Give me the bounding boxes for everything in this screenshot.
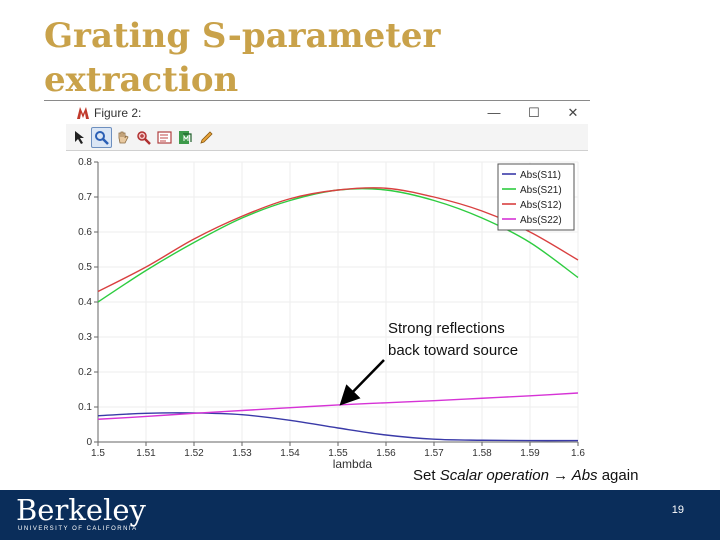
legend-entry: Abs(S12) [520,200,562,211]
y-tick-label: 0 [86,437,92,448]
x-tick-label: 1.53 [232,448,252,459]
reflection-annotation: Strong reflections back toward source [388,318,518,362]
y-tick-label: 0.4 [78,297,92,308]
instruction-suffix: again [597,467,639,484]
y-tick-label: 0.3 [78,332,92,343]
zoom-icon [95,131,109,145]
y-tick-label: 0.7 [78,192,92,203]
page-number: 19 [671,504,684,516]
title-divider [44,100,590,101]
x-tick-label: 1.52 [184,448,204,459]
pan-tool-button[interactable] [112,127,133,148]
zoom-tool-button[interactable] [91,127,112,148]
y-tick-label: 0.6 [78,227,92,238]
pencil-icon [200,131,213,144]
maximize-button[interactable]: ☐ [528,105,540,120]
app-logo-icon [77,107,89,119]
legend-entry: Abs(S22) [520,215,562,226]
slide-title: Grating S-parameter extraction [44,16,441,100]
figure-window: Figure 2: — ☐ ✕ 0 0.1 0.2 0.3 0.4 0.5 0.6 0.7 0.… [66,102,588,474]
figure-toolbar [66,124,588,151]
close-button[interactable]: ✕ [567,105,579,120]
zoom-extents-icon [137,131,151,145]
x-axis-label: lambda [333,457,373,471]
y-tick-label: 0.5 [78,262,92,273]
pan-hand-icon [118,131,129,144]
select-tool-button[interactable] [70,127,91,148]
y-tick-label: 0.1 [78,402,92,413]
instruction-prefix: Set [413,467,440,484]
window-titlebar[interactable]: Figure 2: — ☐ ✕ [66,102,588,124]
reflection-annotation-line1: Strong reflections [388,320,505,337]
y-tick-label: 0.8 [78,157,92,168]
annotate-button[interactable] [196,127,217,148]
x-tick-label: 1.58 [472,448,492,459]
x-tick-label: 1.54 [280,448,300,459]
legend-icon [157,131,172,144]
legend-button[interactable] [154,127,175,148]
reflection-annotation-line2: back toward source [388,342,519,359]
y-tick-label: 0.2 [78,367,92,378]
x-tick-label: 1.55 [328,448,348,459]
x-tick-label: 1.57 [424,448,444,459]
x-tick-label: 1.6 [571,448,585,459]
export-button[interactable] [175,127,196,148]
series-line-abss12 [97,187,579,293]
x-tick-label: 1.51 [136,448,156,459]
berkeley-logo: Berkeley [16,493,146,527]
zoom-extents-button[interactable] [133,127,154,148]
line-chart[interactable]: 0 0.1 0.2 0.3 0.4 0.5 0.6 0.7 0.8 1.5 1.51 1.52 1.53… [66,150,588,474]
series-line-abss11 [97,412,579,442]
x-tick-label: 1.59 [520,448,540,459]
instruction-text: Set Scalar operation → Abs again [413,465,638,487]
minimize-button[interactable]: — [487,105,501,120]
legend-entry: Abs(S21) [520,185,562,196]
legend-entry: Abs(S11) [520,170,561,181]
select-arrow-icon [75,131,84,144]
x-tick-label: 1.56 [376,448,396,459]
instruction-operation: Scalar operation → Abs [439,467,598,484]
footer-bar: Berkeley UNIVERSITY OF CALIFORNIA 19 [0,490,720,540]
x-tick-label: 1.5 [91,448,105,459]
chart-legend: Abs(S11) Abs(S21) Abs(S12) Abs(S22) [497,163,575,231]
export-icon [179,131,192,144]
window-title: Figure 2: [94,106,142,120]
series-line-abss22 [97,392,579,420]
berkeley-logo-subtitle: UNIVERSITY OF CALIFORNIA [18,526,138,532]
